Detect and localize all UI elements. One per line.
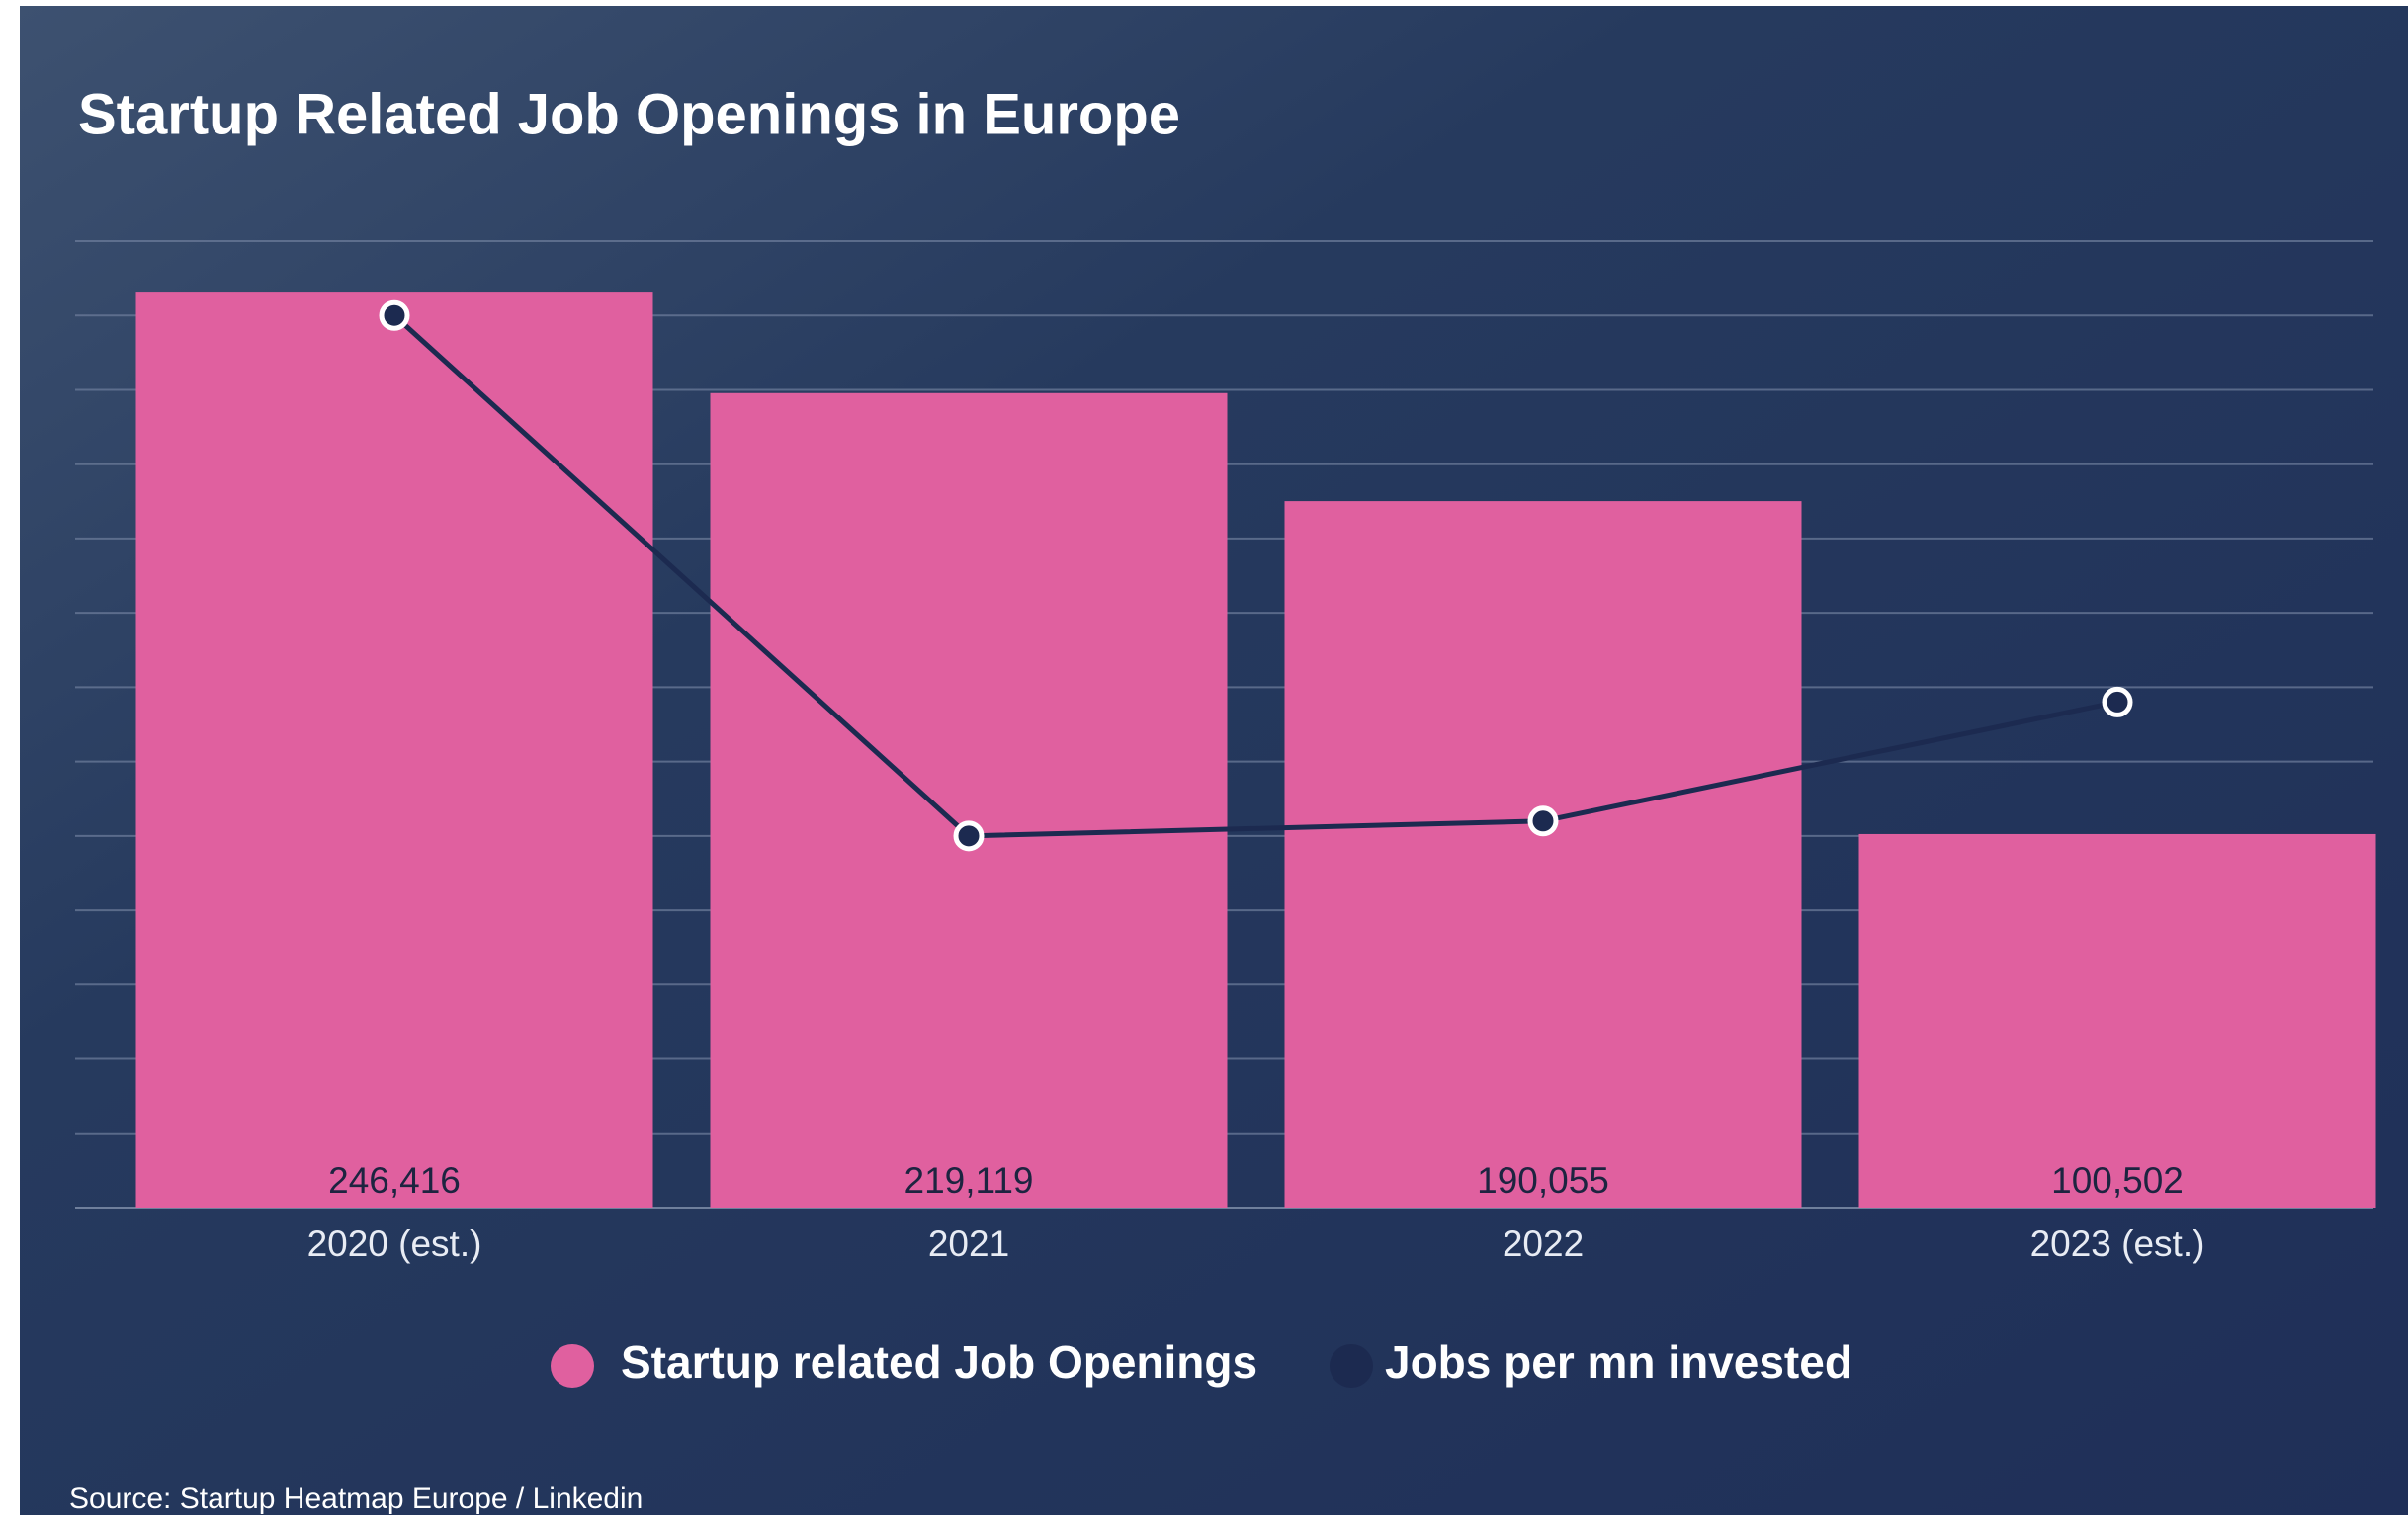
legend-swatch (551, 1344, 594, 1388)
line-point (1527, 805, 1559, 837)
legend-swatch (1330, 1344, 1373, 1388)
bar (1858, 833, 2376, 1208)
x-tick-label: 2021 (928, 1223, 1009, 1264)
line (392, 313, 2118, 839)
bars: 246,416 219,119 190,055 100,502 (135, 292, 2376, 1208)
bar (710, 392, 1228, 1208)
data-label: 246,416 (328, 1160, 461, 1201)
bar (135, 292, 653, 1208)
data-label: 100,502 (2051, 1160, 2184, 1201)
line-point (953, 820, 985, 852)
chart-title: Startup Related Job Openings in Europe (78, 82, 1180, 146)
legend-label: Startup related Job Openings (621, 1336, 1257, 1388)
data-label: 190,055 (1477, 1160, 1609, 1201)
legend-label: Jobs per mn invested (1385, 1336, 1852, 1388)
line-point (379, 299, 410, 331)
line-series (379, 299, 2133, 852)
x-tick-label: 2022 (1503, 1223, 1584, 1264)
x-tick-label: 2023 (est.) (2030, 1223, 2205, 1264)
x-tick-label: 2020 (est.) (307, 1223, 482, 1264)
data-label: 219,119 (904, 1160, 1034, 1201)
bar (1284, 501, 1802, 1208)
source-note: Source: Startup Heatmap Europe / Linkedi… (69, 1482, 643, 1515)
line-point (2102, 686, 2133, 717)
